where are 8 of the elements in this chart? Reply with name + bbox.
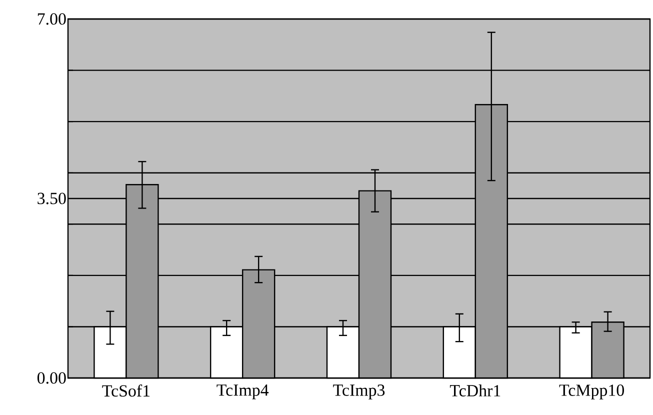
y-tick-label: 3.50 xyxy=(38,192,66,204)
x-tick-label: TcSof1 xyxy=(102,384,150,397)
x-tick-label: TcImp4 xyxy=(216,384,269,400)
x-tick-label: TcMpp10 xyxy=(559,384,624,400)
x-tick-label: TcImp3 xyxy=(333,384,385,400)
y-tick-label: 7.00 xyxy=(38,13,66,25)
x-tick-label: TcDhr1 xyxy=(450,384,500,396)
y-tick-label: 0.00 xyxy=(37,372,66,384)
